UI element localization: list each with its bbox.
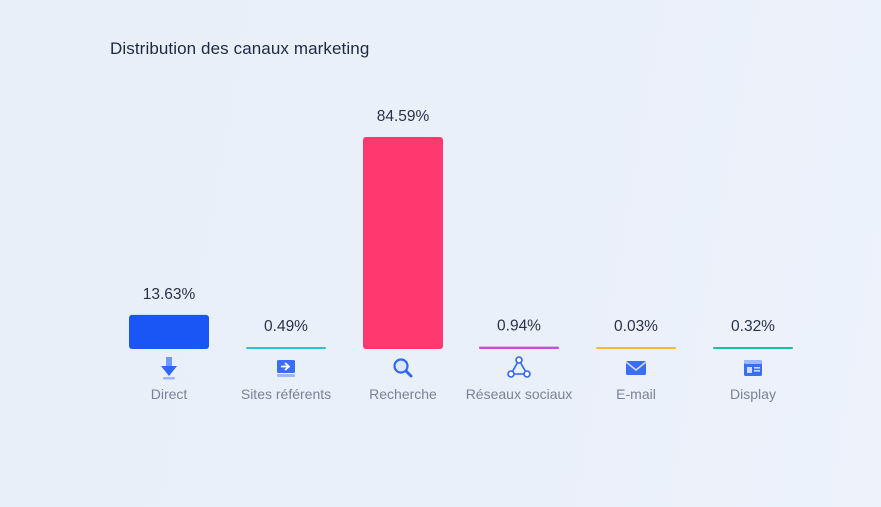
bar-reseaux-sociaux	[479, 346, 559, 349]
bar-recherche	[363, 137, 443, 349]
bar-direct	[129, 314, 209, 349]
display-window-icon	[744, 360, 762, 376]
value-label-sites-referents: 0.49%	[264, 318, 308, 335]
category-label-recherche: Recherche	[369, 386, 437, 402]
social-network-icon	[507, 356, 531, 378]
arrow-down-icon	[161, 357, 177, 380]
bar-sites-referents	[246, 347, 326, 349]
value-label-direct: 13.63%	[143, 286, 196, 303]
category-label-display: Display	[730, 386, 776, 402]
value-label-reseaux-sociaux: 0.94%	[497, 318, 541, 335]
search-magnifier-icon	[393, 358, 413, 378]
bar-e-mail	[596, 347, 676, 349]
value-label-recherche: 84.59%	[377, 108, 430, 125]
bar-display	[713, 347, 793, 349]
referral-screen-icon	[277, 360, 295, 377]
value-label-display: 0.32%	[731, 318, 775, 335]
mail-envelope-icon	[625, 361, 647, 375]
category-label-e-mail: E-mail	[616, 386, 656, 402]
category-label-reseaux-sociaux: Réseaux sociaux	[466, 386, 573, 402]
category-label-direct: Direct	[151, 386, 188, 402]
value-label-e-mail: 0.03%	[614, 318, 658, 335]
category-label-sites-referents: Sites référents	[241, 386, 331, 402]
chart-title: Distribution des canaux marketing	[110, 39, 370, 58]
